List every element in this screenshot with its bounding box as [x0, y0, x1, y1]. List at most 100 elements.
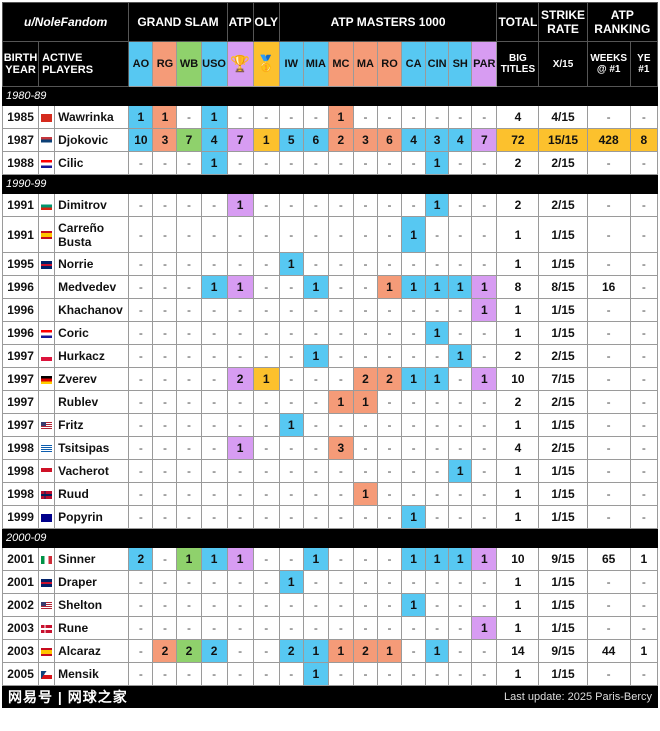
big-titles-total: 1 — [496, 570, 540, 594]
title-count-ma: - — [352, 593, 378, 617]
year-end-1: - — [629, 593, 659, 617]
strike-rate: 1/15 — [538, 593, 588, 617]
title-count-rg: - — [152, 570, 178, 594]
flag-cell — [38, 482, 56, 506]
title-count-sh: - — [448, 321, 473, 345]
player-row: 1988 Cilic - - -1- - - - - - - -1- -2 2/15- - — [1, 151, 659, 175]
title-count-trophy: 7 — [226, 128, 254, 152]
year-end-1: - — [629, 413, 659, 437]
big-titles-total: 1 — [496, 616, 540, 640]
title-count-iw: 5 — [278, 128, 304, 152]
title-count-uso: - — [200, 662, 228, 686]
flag-poland-icon — [41, 352, 53, 361]
title-count-mia: 1 — [302, 662, 329, 686]
player-name: Tsitsipas — [54, 436, 130, 460]
title-count-iw: - — [278, 367, 304, 391]
strike-rate: 1/15 — [538, 482, 588, 506]
title-count-mc: - — [327, 547, 354, 571]
big-titles-total: 1 — [496, 505, 540, 529]
weeks-at-1: - — [586, 459, 631, 483]
player-name: Cilic — [54, 151, 130, 175]
weeks-at-1: 428 — [586, 128, 631, 152]
title-count-cin: - — [425, 570, 450, 594]
title-count-ao: - — [128, 505, 154, 529]
weeks-at-1: - — [586, 105, 631, 129]
title-count-uso: - — [200, 616, 228, 640]
title-count-sh: - — [448, 482, 473, 506]
title-count-ro: 6 — [376, 128, 403, 152]
title-count-ca: - — [401, 193, 427, 217]
flag-cell — [38, 151, 56, 175]
title-count-ma: - — [352, 151, 378, 175]
player-name: Khachanov — [54, 298, 130, 322]
player-row: 1991 Carreño Busta - - - - - - - - - - -1- - -1 1/15- - — [1, 216, 659, 253]
title-count-iw: - — [278, 193, 304, 217]
title-count-uso: - — [200, 570, 228, 594]
birth-year: 1985 — [1, 105, 40, 129]
birth-year: 2003 — [1, 639, 40, 663]
flag-cell — [38, 639, 56, 663]
title-count-trophy: - — [226, 505, 254, 529]
title-count-ca: - — [401, 413, 427, 437]
title-count-rg: - — [152, 298, 178, 322]
year-end-1: - — [629, 390, 659, 414]
flag-cell — [38, 193, 56, 217]
title-count-ro: - — [376, 547, 403, 571]
weeks-at-1: - — [586, 390, 631, 414]
title-count-sh: 1 — [448, 344, 473, 368]
year-end-1: - — [629, 367, 659, 391]
title-count-gold-medal: - — [252, 252, 280, 276]
title-count-mia: - — [302, 616, 329, 640]
total-header: TOTAL — [496, 2, 540, 42]
title-count-mc: - — [327, 252, 354, 276]
column-header-uso: USO — [200, 41, 228, 87]
title-count-trophy: - — [226, 344, 254, 368]
player-row: 1987 Djokovic 10 3 7 4 7 1 5 6 2 3 6 4 3 4 7 72 15/15 428 8 — [1, 128, 659, 152]
title-count-sh: - — [448, 193, 473, 217]
title-count-gold-medal: - — [252, 413, 280, 437]
title-count-mc: - — [327, 593, 354, 617]
weeks-at-1: - — [586, 436, 631, 460]
title-count-gold-medal: - — [252, 593, 280, 617]
big-titles-total: 2 — [496, 193, 540, 217]
title-count-iw: - — [278, 482, 304, 506]
title-count-ao: - — [128, 390, 154, 414]
title-count-mc: - — [327, 367, 354, 391]
title-count-mia: 1 — [302, 275, 329, 299]
title-count-par: - — [471, 482, 498, 506]
title-count-iw: - — [278, 390, 304, 414]
weeks-at-1: - — [586, 298, 631, 322]
flag-switzerland-icon — [41, 113, 53, 122]
title-count-iw: - — [278, 459, 304, 483]
flag-cell — [38, 321, 56, 345]
player-row: 2001 Draper - - - - - -1- - - - - - - -1 1/15- - — [1, 570, 659, 594]
title-count-wb: - — [176, 413, 202, 437]
title-count-ro: - — [376, 482, 403, 506]
birth-year: 1987 — [1, 128, 40, 152]
title-count-wb: - — [176, 275, 202, 299]
title-count-ao: - — [128, 367, 154, 391]
title-count-rg: - — [152, 216, 178, 253]
player-row: 1998 Vacherot - - - - - - - - - - - - -1-1 1/15- - — [1, 459, 659, 483]
title-count-uso: - — [200, 367, 228, 391]
title-count-mia: - — [302, 390, 329, 414]
flag-croatia-icon — [41, 329, 53, 338]
title-count-ma: 3 — [352, 128, 378, 152]
year-end-1: 8 — [629, 128, 659, 152]
strike-rate: 1/15 — [538, 298, 588, 322]
year-end-1: - — [629, 459, 659, 483]
year-end-1: - — [629, 344, 659, 368]
player-row: 2001 Sinner 2-1 1 1- -1- - -1 1 1 1 10 9/15 65 1 — [1, 547, 659, 571]
title-count-gold-medal: - — [252, 639, 280, 663]
weeks-at-1: - — [586, 367, 631, 391]
flag-serbia-icon — [41, 136, 53, 145]
big-titles-total: 72 — [496, 128, 540, 152]
title-count-trophy: 1 — [226, 547, 254, 571]
player-row: 1999 Popyrin - - - - - - - - - - -1- - -1 1/15- - — [1, 505, 659, 529]
title-count-mia: - — [302, 413, 329, 437]
title-count-wb: - — [176, 570, 202, 594]
weeks-at-1: 44 — [586, 639, 631, 663]
title-count-ao: - — [128, 344, 154, 368]
player-row: 1995 Norrie - - - - - -1- - - - - - - -1 1/15- - — [1, 252, 659, 276]
player-name: Mensik — [54, 662, 130, 686]
